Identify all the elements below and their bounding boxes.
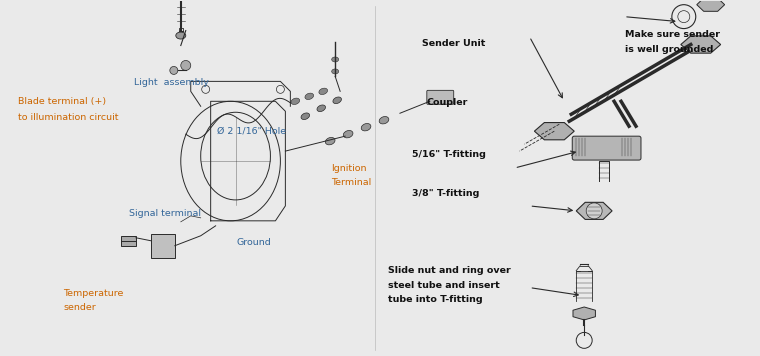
Polygon shape: [573, 307, 595, 320]
Text: to illumination circuit: to illumination circuit: [18, 112, 119, 121]
Text: is well grounded: is well grounded: [625, 45, 713, 54]
Ellipse shape: [319, 88, 328, 95]
Polygon shape: [681, 36, 720, 53]
Polygon shape: [697, 0, 724, 11]
Text: Ground: Ground: [236, 238, 271, 247]
Text: Temperature: Temperature: [64, 289, 124, 298]
Ellipse shape: [176, 32, 185, 39]
FancyBboxPatch shape: [572, 136, 641, 160]
Polygon shape: [576, 202, 612, 219]
Ellipse shape: [333, 97, 341, 104]
Text: Light  assembly: Light assembly: [134, 78, 209, 87]
Text: Ignition: Ignition: [331, 163, 366, 173]
Bar: [121, 236, 136, 246]
Text: 3/8" T-fitting: 3/8" T-fitting: [412, 189, 479, 198]
Ellipse shape: [325, 137, 335, 145]
Text: Sender Unit: Sender Unit: [422, 40, 485, 48]
Text: Signal terminal: Signal terminal: [128, 209, 201, 218]
Circle shape: [169, 67, 178, 74]
Text: Make sure sender: Make sure sender: [625, 30, 720, 39]
Text: sender: sender: [64, 303, 97, 312]
Text: Blade terminal (+): Blade terminal (+): [18, 97, 106, 106]
Ellipse shape: [317, 105, 325, 111]
Ellipse shape: [291, 98, 299, 105]
Text: 5/16" T-fitting: 5/16" T-fitting: [412, 150, 486, 159]
Ellipse shape: [301, 113, 309, 120]
Text: tube into T-fitting: tube into T-fitting: [388, 295, 482, 304]
Text: Coupler: Coupler: [427, 98, 468, 107]
Ellipse shape: [331, 57, 339, 62]
Circle shape: [181, 61, 191, 70]
Text: Terminal: Terminal: [331, 178, 371, 187]
Circle shape: [586, 203, 602, 219]
FancyBboxPatch shape: [427, 90, 454, 104]
Ellipse shape: [305, 93, 314, 100]
Ellipse shape: [379, 116, 389, 124]
Ellipse shape: [344, 131, 353, 138]
Ellipse shape: [331, 69, 339, 74]
Bar: [151, 234, 175, 258]
Text: steel tube and insert: steel tube and insert: [388, 281, 499, 289]
Text: Slide nut and ring over: Slide nut and ring over: [388, 266, 510, 275]
Text: Ø 2 1/16" Hole: Ø 2 1/16" Hole: [217, 127, 287, 136]
Ellipse shape: [361, 124, 371, 131]
Polygon shape: [534, 122, 575, 140]
